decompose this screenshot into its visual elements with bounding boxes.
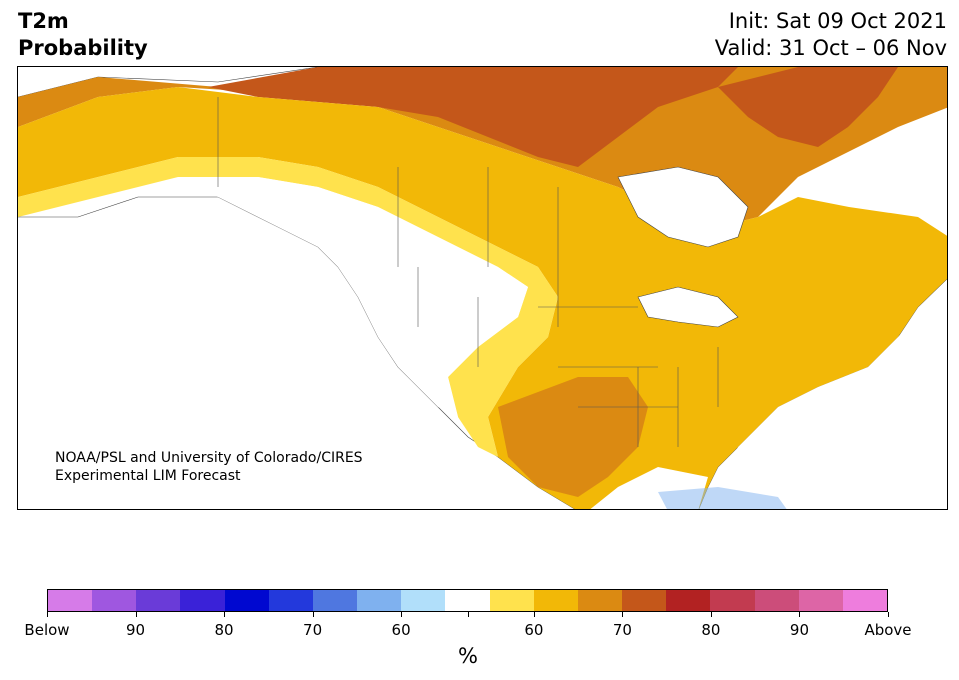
colorbar-cell (489, 590, 534, 611)
cuba-blue-zone (658, 487, 787, 509)
colorbar-tick-label: Above (864, 621, 912, 639)
colorbar-cell (48, 590, 93, 611)
credit-line-2: Experimental LIM Forecast (55, 468, 241, 484)
colorbar-cell (577, 590, 623, 611)
colorbar-cell (268, 590, 313, 611)
hudson-bay (617, 166, 749, 248)
colorbar-tick (47, 612, 48, 617)
zone-orange (18, 87, 947, 509)
credit-text: NOAA/PSL and University of Colorado/CIRE… (55, 449, 363, 485)
zone-red-orange (208, 67, 738, 167)
colorbar-cell (798, 590, 843, 611)
colorbar-cell (312, 590, 358, 611)
title-line-1: T2m (18, 9, 69, 33)
title-line-2: Probability (18, 36, 148, 60)
colorbar-tick (224, 612, 226, 617)
colorbar-cell (842, 590, 887, 611)
zone-red-orange-east (718, 67, 898, 147)
colorbar-tick (135, 612, 137, 617)
colorbar-tick (799, 612, 801, 617)
probability-map (17, 66, 948, 510)
colorbar-tick-label: 90 (789, 621, 810, 639)
colorbar-tick (467, 612, 469, 617)
colorbar-cell (136, 590, 181, 611)
colorbar-tick (622, 612, 624, 617)
forecast-dates: Init: Sat 09 Oct 2021 Valid: 31 Oct – 06… (715, 8, 947, 62)
colorbar-cell (224, 590, 269, 611)
chart-title: T2m Probability (18, 8, 148, 62)
colorbar-tick-label: 80 (701, 621, 721, 639)
colorbar-units: % (458, 644, 478, 668)
credit-line-1: NOAA/PSL and University of Colorado/CIRE… (55, 450, 363, 466)
zone-neutral (178, 177, 528, 417)
colorbar-cell (357, 590, 402, 611)
colorbar-cell (533, 590, 578, 611)
colorbar-tick-label: Below (24, 621, 70, 639)
map-graphic (18, 67, 947, 509)
colorbar-tick-label: 70 (612, 621, 632, 639)
colorbar-tick-label: 80 (214, 621, 234, 639)
colorbar-cell (710, 590, 755, 611)
colorbar-cell (92, 590, 137, 611)
colorbar-tick (401, 612, 403, 617)
colorbar-tick-label: 70 (303, 621, 323, 639)
colorbar-cell (180, 590, 225, 611)
colorbar-tick (312, 612, 314, 617)
atlantic-ocean (708, 317, 947, 509)
colorbar-tick-label: 90 (125, 621, 146, 639)
colorbar-cell (445, 590, 490, 611)
state-borders (217, 97, 719, 447)
colorbar-cell (401, 590, 446, 611)
colorbar-cell (754, 590, 799, 611)
colorbar-tick-label: 60 (524, 621, 544, 639)
colorbar-tick (888, 612, 889, 617)
zone-yellow (18, 157, 558, 457)
valid-dates: Valid: 31 Oct – 06 Nov (714, 36, 947, 60)
colorbar-tick (533, 612, 535, 617)
init-date: Init: Sat 09 Oct 2021 (728, 9, 947, 33)
great-lakes (637, 286, 739, 328)
colorbar (47, 589, 888, 612)
colorbar-tick (710, 612, 712, 617)
colorbar-cell (622, 590, 667, 611)
colorbar-cell (666, 590, 711, 611)
colorbar-tick-label: 60 (391, 621, 411, 639)
